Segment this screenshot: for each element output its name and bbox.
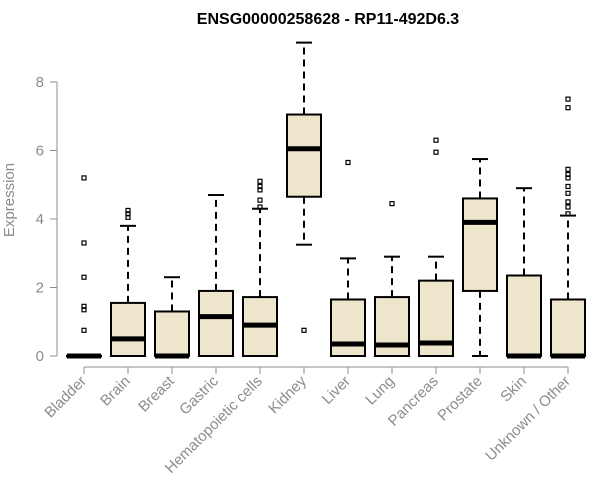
box-bladder [66, 175, 102, 359]
outlier-point [565, 96, 571, 102]
box-iqr [154, 310, 190, 358]
x-tick-label: Bladder [41, 373, 90, 422]
outlier-point [565, 166, 571, 172]
box-pancreas [418, 137, 454, 357]
outlier-point [565, 204, 571, 210]
y-tick-label: 6 [36, 143, 44, 160]
x-tick-label: Lung [362, 373, 398, 409]
box-iqr [286, 113, 322, 198]
x-tick-label: Kidney [265, 372, 310, 417]
outlier-point [81, 274, 87, 280]
y-tick-label: 8 [36, 74, 44, 91]
outlier-point [389, 200, 395, 207]
outlier-point [565, 211, 571, 217]
box-iqr [506, 274, 542, 358]
outlier-point [301, 327, 307, 333]
y-tick-label: 4 [36, 211, 44, 228]
box-breast [154, 276, 190, 359]
outlier-point [81, 327, 87, 333]
outlier-point [257, 197, 263, 203]
outlier-point [565, 190, 571, 196]
x-tick-label: Breast [135, 372, 178, 415]
box-prostate [462, 158, 498, 357]
outlier-point [565, 105, 571, 111]
x-tick-label: Skin [497, 373, 530, 406]
y-tick-label: 2 [36, 280, 44, 297]
box-skin [506, 187, 542, 359]
box-unknown-other [550, 96, 586, 359]
outlier-point [565, 199, 571, 205]
outlier-point [81, 240, 87, 246]
outlier-point [125, 207, 131, 214]
outlier-point [433, 149, 439, 155]
outlier-point [257, 204, 263, 210]
box-iqr [330, 298, 366, 357]
outlier-point [433, 137, 439, 143]
box-iqr [550, 298, 586, 357]
outlier-point [257, 183, 263, 190]
outlier-point [565, 183, 571, 190]
box-lung [374, 200, 410, 357]
y-tick-label: 0 [36, 348, 44, 365]
y-axis-label: Expression [1, 163, 18, 237]
box-iqr [198, 289, 234, 357]
x-tick-label: Liver [319, 373, 354, 408]
x-tick-label: Prostate [434, 373, 486, 425]
chart-title: ENSG00000258628 - RP11-492D6.3 [197, 11, 460, 28]
y-axis: 0 2 4 6 8 [36, 74, 58, 365]
box-iqr [462, 197, 498, 292]
outlier-point [257, 178, 263, 184]
box-gastric [198, 194, 234, 357]
outlier-point [81, 175, 87, 181]
outlier-point [81, 303, 87, 309]
box-liver [330, 159, 366, 357]
box-kidney [286, 41, 322, 333]
outlier-point [565, 171, 571, 178]
outlier-point [345, 159, 351, 166]
box-hematopoietic-cells [242, 178, 278, 357]
box-brain [110, 207, 146, 358]
x-tick-label: Brain [97, 373, 134, 410]
box-series [66, 41, 586, 359]
box-iqr [110, 301, 146, 358]
